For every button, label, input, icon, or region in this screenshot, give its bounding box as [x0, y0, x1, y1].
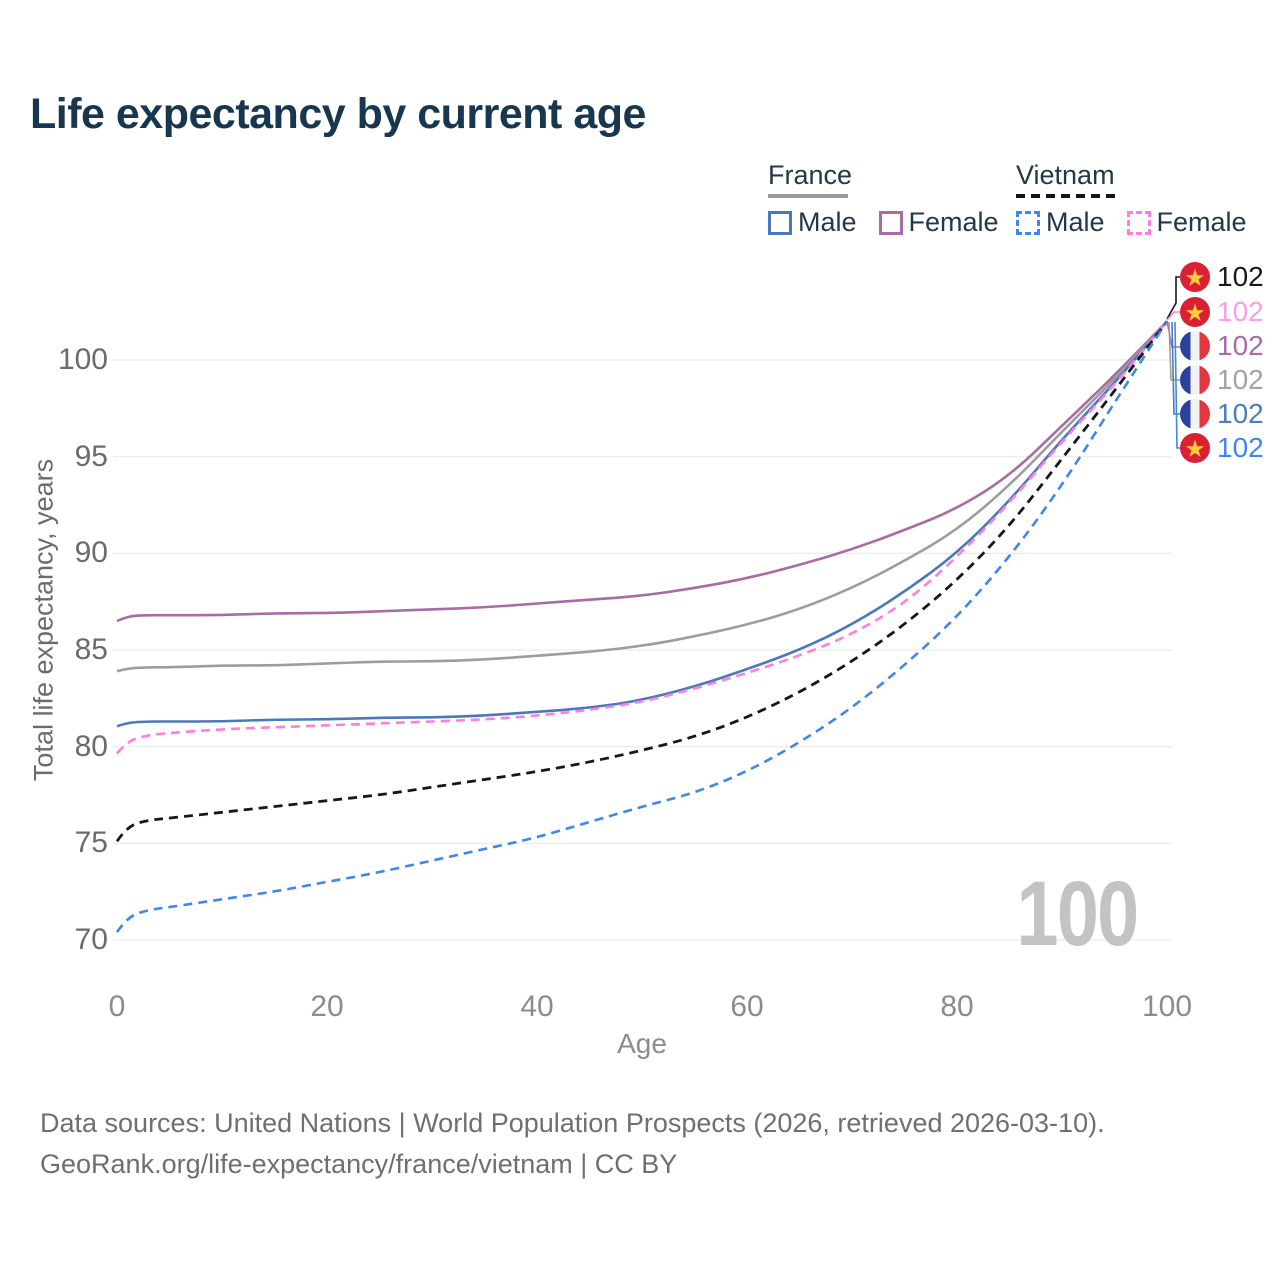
legend-france-underline [768, 194, 848, 198]
series-line-france-male [116, 320, 1168, 728]
legend-vietnam-underline [1016, 194, 1118, 198]
x-tick-60: 60 [730, 990, 764, 1023]
x-tick-80: 80 [940, 990, 974, 1023]
france-flag-icon [1180, 331, 1210, 361]
france-flag-icon [1180, 399, 1210, 429]
vietnam-flag-icon [1180, 297, 1210, 327]
legend-label-france-male: Male [798, 207, 857, 237]
end-value: 102 [1217, 296, 1264, 327]
end-label-france-female: 102 [1180, 330, 1264, 362]
end-label-vietnam-male: 102 [1180, 432, 1264, 464]
legend-group-france: France Male Female [768, 160, 1021, 238]
vietnam-flag-icon [1180, 262, 1210, 292]
end-value: 102 [1217, 261, 1264, 292]
y-tick-85: 85 [74, 633, 108, 666]
data-sources-note: Data sources: United Nations | World Pop… [40, 1108, 1105, 1138]
x-tick-40: 40 [520, 990, 554, 1023]
x-tick-0: 0 [108, 990, 126, 1023]
legend-label-vietnam-male: Male [1046, 207, 1105, 237]
france-flag-icon [1180, 365, 1210, 395]
end-value: 102 [1217, 432, 1264, 463]
vietnam-flag-icon [1180, 433, 1210, 463]
series-line-france-both-sexes [116, 320, 1168, 673]
legend-label-france-female: Female [908, 207, 999, 237]
legend-swatch-vietnam-female [1126, 210, 1151, 235]
leader-line-0 [1166, 276, 1180, 320]
end-value: 102 [1217, 330, 1264, 361]
y-tick-95: 95 [74, 440, 108, 473]
watermark-age-100: 100 [1016, 863, 1139, 965]
end-label-france-both: 102 [1180, 364, 1264, 396]
y-tick-70: 70 [74, 923, 108, 956]
series-line-france-female [116, 320, 1168, 623]
end-label-vietnam-female: 102 [1180, 296, 1264, 328]
legend-label-vietnam-female: Female [1156, 207, 1247, 237]
end-label-france-male: 102 [1180, 398, 1264, 430]
leader-line-3 [1168, 321, 1180, 381]
y-axis-title: Total life expectancy, years [28, 458, 59, 782]
legend-vietnam-label: Vietnam [1016, 160, 1115, 190]
y-tick-90: 90 [74, 536, 108, 569]
legend-swatch-france-male [768, 210, 792, 235]
legend-france-label: France [768, 160, 853, 190]
end-value: 102 [1217, 364, 1264, 395]
series-line-vietnam-male [115, 320, 1169, 933]
y-tick-100: 100 [57, 343, 108, 376]
series-line-vietnam-female [116, 320, 1169, 755]
leader-line-1 [1166, 311, 1180, 321]
legend-swatch-vietnam-male [1016, 210, 1040, 235]
x-tick-100: 100 [1141, 990, 1193, 1023]
leader-line-4 [1171, 321, 1180, 415]
leader-line-5 [1174, 321, 1180, 449]
y-tick-75: 75 [74, 826, 108, 859]
y-tick-80: 80 [74, 730, 108, 763]
end-value: 102 [1217, 398, 1264, 429]
page-title: Life expectancy by current age [30, 90, 646, 138]
legend-group-vietnam: Vietnam Male Female [1016, 160, 1269, 238]
series-line-vietnam-both-sexes [115, 320, 1169, 843]
x-tick-20: 20 [310, 990, 344, 1023]
end-label-vietnam-both: 102 [1180, 261, 1264, 293]
attribution-note: GeoRank.org/life-expectancy/france/vietn… [40, 1149, 678, 1179]
x-axis-title: Age [617, 1028, 667, 1059]
legend-swatch-france-female [878, 210, 903, 235]
